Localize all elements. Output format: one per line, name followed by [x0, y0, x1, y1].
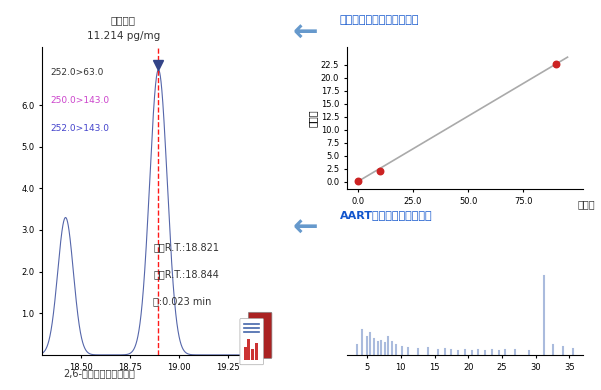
Bar: [251, 349, 254, 360]
FancyBboxPatch shape: [248, 312, 272, 358]
Text: 補正検量線による簡易定量: 補正検量線による簡易定量: [340, 15, 419, 25]
Text: ←: ←: [293, 214, 318, 243]
Text: 252.0>63.0: 252.0>63.0: [50, 68, 103, 77]
Point: [375, 168, 385, 174]
Y-axis label: 面積比: 面積比: [308, 109, 318, 127]
Bar: [244, 347, 246, 360]
Text: 源定濃度: 源定濃度: [111, 15, 136, 25]
Point: [552, 61, 561, 67]
Text: 差:0.023 min: 差:0.023 min: [153, 296, 212, 307]
Text: ←: ←: [293, 19, 318, 48]
Text: AARTによる保持時間補正: AARTによる保持時間補正: [340, 210, 432, 220]
Text: 11.214 pg/mg: 11.214 pg/mg: [87, 31, 160, 41]
Point: [353, 177, 363, 184]
Text: 250.0>143.0: 250.0>143.0: [50, 96, 109, 105]
Text: 補正R.T.:18.821: 補正R.T.:18.821: [153, 242, 219, 252]
FancyBboxPatch shape: [240, 319, 263, 365]
Text: 252.0>143.0: 252.0>143.0: [50, 124, 109, 133]
Bar: [255, 343, 258, 360]
Text: 2,6-ジブロモフェノール: 2,6-ジブロモフェノール: [63, 369, 135, 379]
Text: 濃度比: 濃度比: [577, 199, 595, 209]
Text: 同定R.T.:18.844: 同定R.T.:18.844: [153, 269, 219, 279]
Bar: [248, 339, 251, 360]
